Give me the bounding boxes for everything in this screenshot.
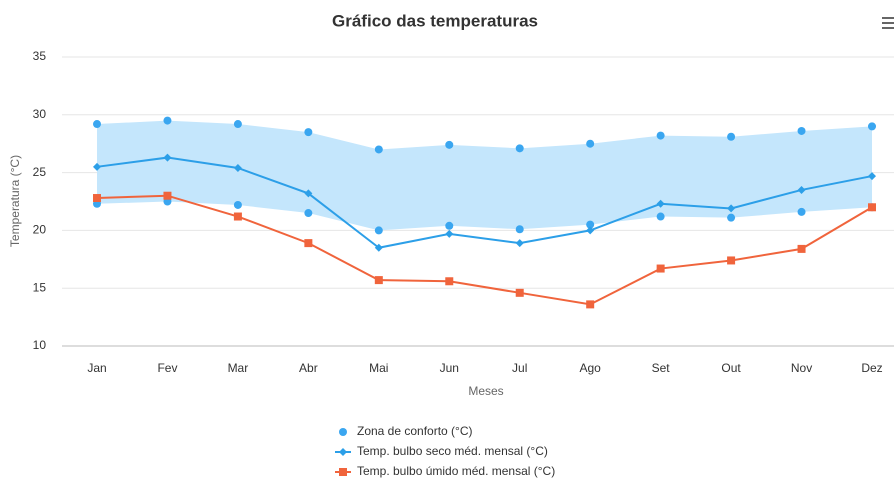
point: [374, 276, 383, 285]
x-tick-label: Out: [721, 361, 741, 375]
legend-symbol: [339, 468, 347, 476]
y-tick-label: 25: [33, 165, 47, 179]
point: [515, 288, 524, 297]
menu-bar[interactable]: [882, 27, 894, 29]
point: [868, 203, 876, 212]
legend-label: Temp. bulbo seco méd. mensal (°C): [357, 444, 548, 458]
point: [656, 131, 665, 140]
point: [163, 153, 172, 162]
point: [515, 225, 524, 234]
legend-label: Temp. bulbo úmido méd. mensal (°C): [357, 464, 555, 478]
x-tick-label: Abr: [299, 361, 318, 375]
point: [304, 189, 313, 198]
menu-bar[interactable]: [882, 17, 894, 19]
point: [163, 191, 172, 200]
point: [797, 185, 806, 194]
x-tick-label: Ago: [580, 361, 602, 375]
point: [445, 277, 454, 286]
point: [797, 207, 806, 216]
point: [233, 212, 242, 221]
x-tick-label: Dez: [861, 361, 882, 375]
chart-title: Gráfico das temperaturas: [332, 11, 538, 30]
series-line: [96, 156, 873, 249]
point: [656, 264, 665, 273]
point: [656, 199, 665, 208]
y-tick-label: 15: [33, 280, 47, 294]
comfort-area: [97, 120, 872, 231]
x-tick-label: Jul: [512, 361, 527, 375]
point: [868, 172, 876, 181]
point: [586, 300, 595, 309]
x-tick-label: Set: [652, 361, 671, 375]
y-tick-label: 35: [33, 49, 47, 63]
point: [727, 204, 736, 213]
point: [304, 239, 313, 248]
y-tick-label: 30: [33, 107, 47, 121]
point: [586, 226, 595, 235]
point: [233, 200, 242, 209]
legend-label: Zona de conforto (°C): [357, 424, 473, 438]
x-tick-label: Nov: [791, 361, 812, 375]
x-tick-label: Mai: [369, 361, 388, 375]
x-tick-label: Jun: [440, 361, 459, 375]
point: [656, 212, 665, 221]
point: [727, 132, 736, 141]
point: [374, 243, 383, 252]
x-axis-title: Meses: [468, 384, 503, 398]
point: [374, 145, 383, 154]
point: [868, 122, 876, 131]
point: [233, 120, 242, 129]
point: [586, 220, 595, 229]
menu-bar[interactable]: [882, 22, 894, 24]
point: [445, 140, 454, 149]
point: [374, 226, 383, 235]
point: [515, 239, 524, 248]
point: [586, 139, 595, 148]
series-line: [96, 194, 873, 306]
legend-symbol: [339, 428, 347, 436]
y-tick-label: 10: [33, 338, 47, 352]
point: [445, 221, 454, 230]
point: [304, 128, 313, 137]
point: [304, 209, 313, 218]
point: [727, 256, 736, 265]
point: [727, 213, 736, 222]
y-axis-title: Temperatura (°C): [8, 155, 22, 247]
point: [515, 144, 524, 153]
point: [163, 116, 172, 125]
y-tick-label: 20: [33, 223, 47, 237]
point: [797, 244, 806, 253]
point: [93, 120, 101, 129]
point: [233, 163, 242, 172]
menu-button[interactable]: [882, 17, 894, 29]
legend-symbol: [339, 448, 347, 456]
x-tick-label: Fev: [157, 361, 177, 375]
point: [797, 126, 806, 135]
x-tick-label: Mar: [228, 361, 249, 375]
point: [445, 229, 454, 238]
point: [93, 194, 101, 203]
x-tick-label: Jan: [87, 361, 106, 375]
point: [93, 162, 101, 171]
